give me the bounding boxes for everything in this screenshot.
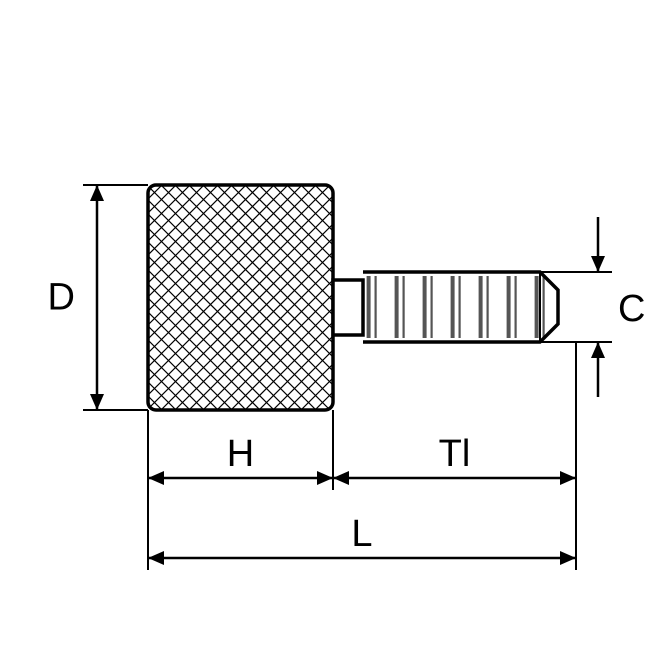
label-H: H [227, 433, 254, 475]
label-C: C [618, 288, 645, 330]
technical-drawing: D C H Tl L [0, 0, 671, 670]
label-Tl: Tl [439, 433, 471, 475]
label-D: D [48, 277, 75, 319]
label-L: L [351, 513, 372, 555]
diagram-container: { "diagram": { "type": "engineering-dime… [0, 0, 671, 670]
knurl-crosshatch [148, 0, 333, 595]
screw-threads [369, 276, 544, 338]
